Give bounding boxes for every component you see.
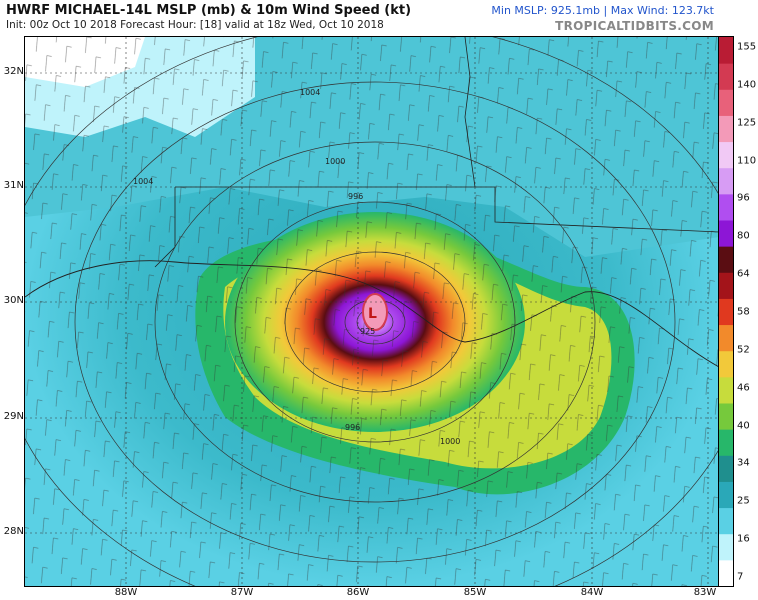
graticule (25, 37, 719, 586)
colorbar-segment (719, 481, 733, 509)
colorbar-segment (719, 141, 733, 169)
colorbar-segment (719, 533, 733, 561)
isobar-label: 996 (345, 423, 360, 432)
init-subtitle: Init: 00z Oct 10 2018 Forecast Hour: [18… (6, 19, 384, 31)
colorbar-segment (719, 63, 733, 90)
isobar-label: 1004 (133, 177, 153, 186)
colorbar-tick-label: 25 (737, 495, 750, 507)
colorbar-segment (719, 376, 733, 404)
colorbar-tick-label: 155 (737, 41, 757, 53)
colorbar-segment (719, 89, 733, 116)
colorbar-tick-label: 16 (737, 533, 750, 545)
colorbar-tick-label: 140 (737, 79, 757, 91)
longitude-label: 86W (346, 587, 370, 598)
hurricane-eye (362, 293, 388, 331)
center-pressure-label: 925 (360, 327, 375, 336)
colorbar-segment (719, 115, 733, 143)
colorbar-tick-label: 125 (737, 117, 757, 129)
colorbar-segment (719, 559, 733, 587)
isobar-label: 1004 (300, 88, 320, 97)
colorbar-segment (719, 350, 733, 378)
latitude-label: 28N (3, 526, 24, 537)
colorbar-tick-label: 58 (737, 306, 750, 318)
colorbar-segment (719, 429, 733, 456)
wind-speed-colorbar (718, 36, 734, 587)
longitude-label: 87W (230, 587, 254, 598)
state-border-east (464, 37, 476, 188)
colorbar-tick-label: 34 (737, 457, 750, 469)
colorbar-segment (719, 455, 733, 482)
colorbar-tick-label: 96 (737, 192, 750, 204)
longitude-label: 84W (580, 587, 604, 598)
colorbar-tick-label: 64 (737, 268, 750, 280)
colorbar-tick-label: 52 (737, 344, 750, 356)
colorbar-segment (719, 220, 733, 247)
longitude-label: 88W (114, 587, 138, 598)
isobar-label: 996 (348, 192, 363, 201)
longitude-label: 85W (463, 587, 487, 598)
colorbar-segment (719, 167, 733, 195)
isobar-label: 1000 (325, 157, 345, 166)
colorbar-tick-label: 46 (737, 382, 750, 394)
colorbar-segment (719, 193, 733, 221)
forecast-map: 1004 1004 1000 996 996 1000 L 925 (24, 36, 720, 587)
colorbar-segment (719, 246, 733, 273)
colorbar-segment (719, 272, 733, 299)
colorbar-tick-label: 110 (737, 155, 757, 167)
low-pressure-symbol: L (368, 306, 377, 322)
colorbar-tick-label: 40 (737, 420, 750, 432)
colorbar-segment (719, 403, 733, 430)
latitude-label: 31N (3, 180, 24, 191)
isobar-contours (25, 37, 719, 586)
colorbar-segment (719, 324, 733, 352)
storm-stats: Min MSLP: 925.1mb | Max Wind: 123.7kt (491, 4, 714, 17)
colorbar-tick-label: 7 (737, 571, 744, 583)
colorbar-segment (719, 298, 733, 326)
isobar-label: 1000 (440, 437, 460, 446)
longitude-label: 83W (693, 587, 717, 598)
latitude-label: 32N (3, 66, 24, 77)
brand-watermark: TROPICALTIDBITS.COM (555, 19, 714, 33)
colorbar-tick-label: 80 (737, 230, 750, 242)
colorbar-segment (719, 37, 733, 64)
coastline (25, 260, 719, 368)
latitude-label: 30N (3, 295, 24, 306)
chart-title: HWRF MICHAEL-14L MSLP (mb) & 10m Wind Sp… (6, 3, 412, 18)
colorbar-segment (719, 507, 733, 535)
latitude-label: 29N (3, 411, 24, 422)
